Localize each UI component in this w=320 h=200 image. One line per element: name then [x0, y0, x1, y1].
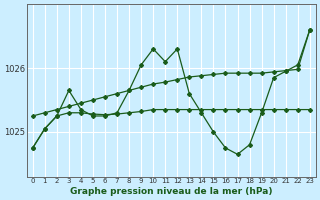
X-axis label: Graphe pression niveau de la mer (hPa): Graphe pression niveau de la mer (hPa) [70, 187, 273, 196]
